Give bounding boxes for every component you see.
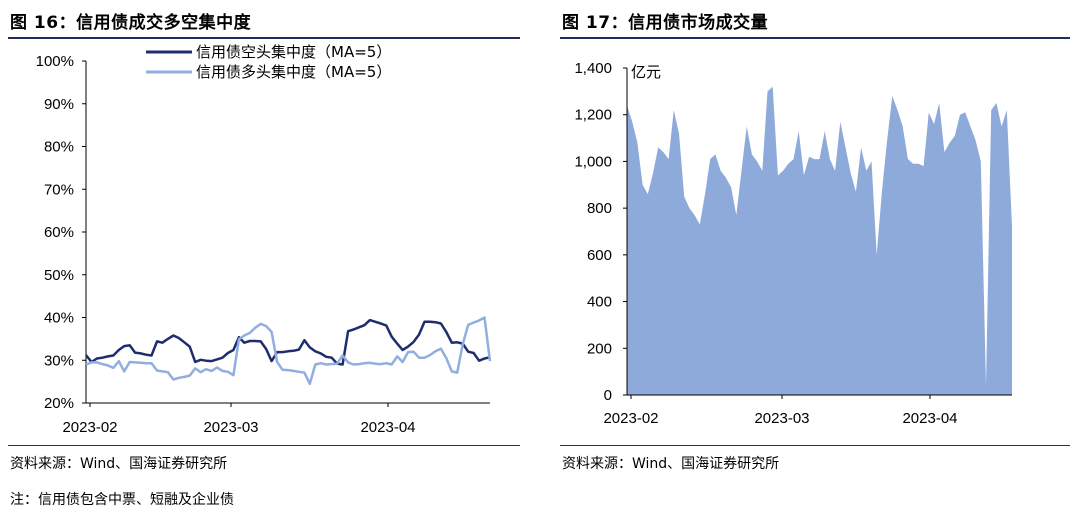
y-tick-label: 1,200 [574, 107, 612, 124]
legend-label: 信用债多头集中度（MA=5） [196, 63, 391, 81]
series-line-long [85, 316, 492, 386]
volume-area-chart: 0 200 400 600 800 1,000 1,200 1,400 2023-02 2023-… [574, 60, 1012, 427]
figure-17-title: 图 17：信用债市场成交量 [562, 13, 769, 33]
figure-17-title-rule [560, 37, 1070, 39]
y-tick-label: 100% [36, 53, 74, 70]
y-tick-label: 400 [587, 294, 612, 311]
footnote: 注：信用债包含中票、短融及企业债 [10, 492, 234, 508]
y-tick-label: 800 [587, 200, 612, 217]
concentration-line-chart: 20% 30% 40% 50% 60% 70% 80% 90% 100% 2023-02 2023-… [36, 43, 492, 436]
y-tick-label: 80% [44, 139, 74, 156]
y-tick-label: 90% [44, 96, 74, 113]
y-tick-label: 1,000 [574, 153, 612, 170]
y-unit-label: 亿元 [631, 63, 661, 81]
y-tick-label: 200 [587, 340, 612, 357]
series-line-short [85, 318, 491, 366]
x-tick-label: 2023-04 [360, 419, 415, 436]
figure-17-panel: 图 17：信用债市场成交量 0 200 400 600 800 1,000 1,200 1,4… [552, 0, 1080, 515]
volume-area [627, 86, 1012, 395]
y-tick-label: 30% [44, 352, 74, 369]
figure-16-title-rule [8, 37, 520, 39]
x-tick-label: 2023-03 [203, 419, 258, 436]
y-tick-label: 600 [587, 247, 612, 264]
y-tick-label: 20% [44, 395, 74, 412]
y-tick-label: 60% [44, 224, 74, 241]
legend-label: 信用债空头集中度（MA=5） [196, 43, 391, 61]
y-tick-label: 70% [44, 181, 74, 198]
y-tick-label: 40% [44, 310, 74, 327]
y-tick-label: 1,400 [574, 60, 612, 77]
figure-17-bottom-rule [560, 445, 1070, 446]
y-tick-label: 0 [604, 387, 612, 404]
figure-16-bottom-rule [8, 445, 520, 446]
figure-17-source: 资料来源：Wind、国海证券研究所 [562, 456, 780, 472]
x-tick-label: 2023-04 [902, 410, 957, 427]
figure-16-source: 资料来源：Wind、国海证券研究所 [10, 456, 228, 472]
x-tick-label: 2023-02 [62, 419, 117, 436]
x-tick-label: 2023-03 [754, 410, 809, 427]
figure-16-panel: 图 16：信用债成交多空集中度 20% 30% 40% 50% 60% 70% 80% 90%… [0, 0, 530, 515]
x-tick-label: 2023-02 [603, 410, 658, 427]
y-tick-label: 50% [44, 267, 74, 284]
figure-16-title: 图 16：信用债成交多空集中度 [10, 13, 252, 33]
